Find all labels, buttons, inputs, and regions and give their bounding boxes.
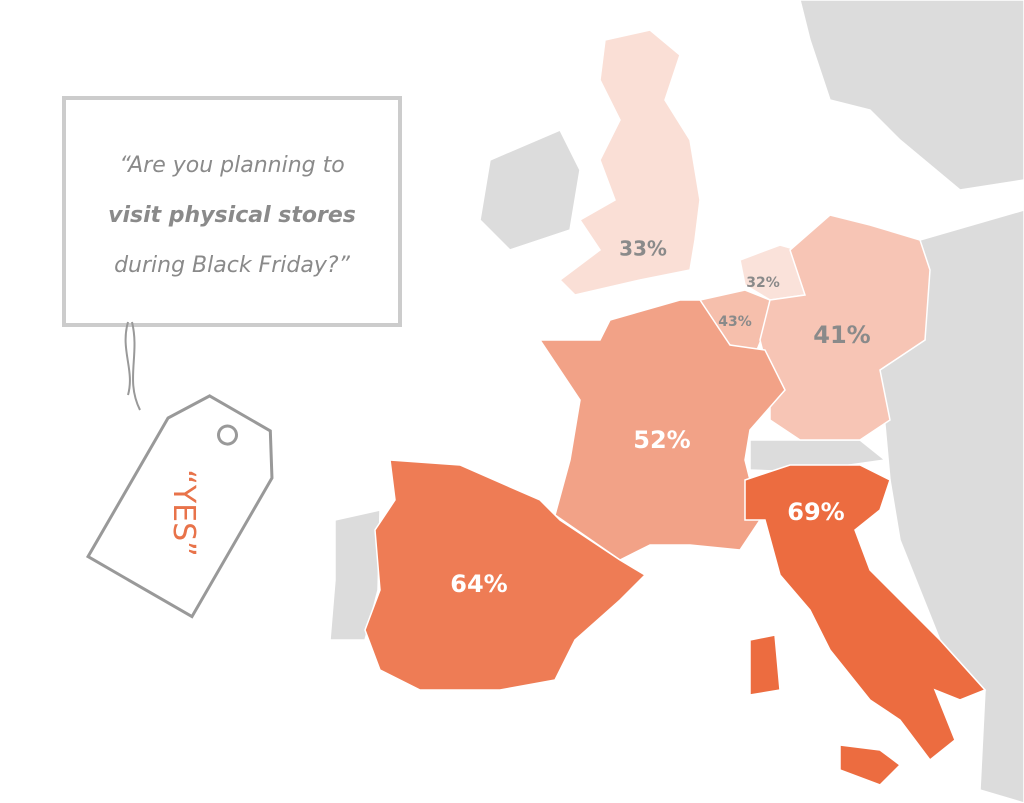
tag-text: “YES” bbox=[166, 469, 201, 556]
region-label: 33% bbox=[619, 237, 667, 261]
region-label: 41% bbox=[813, 321, 870, 349]
question-line: “Are you planning to bbox=[119, 153, 344, 178]
question-line: during Black Friday?” bbox=[114, 253, 350, 278]
region-label: 64% bbox=[450, 570, 507, 598]
question-line: visit physical stores bbox=[108, 203, 356, 228]
region-label: 32% bbox=[746, 275, 780, 291]
region-italy-sicily bbox=[839, 744, 902, 786]
region-germany bbox=[759, 214, 931, 441]
region-label: 43% bbox=[718, 314, 752, 330]
countries bbox=[364, 29, 987, 786]
region-label: 52% bbox=[633, 426, 690, 454]
background-land bbox=[329, 0, 1024, 803]
region-spain bbox=[364, 459, 647, 691]
region-uk bbox=[558, 29, 701, 296]
tag: “YES” bbox=[85, 321, 274, 619]
region-italy bbox=[744, 464, 987, 762]
question-box bbox=[62, 96, 402, 327]
region-italy-sardinia bbox=[749, 634, 781, 696]
region-label: 69% bbox=[787, 498, 844, 526]
